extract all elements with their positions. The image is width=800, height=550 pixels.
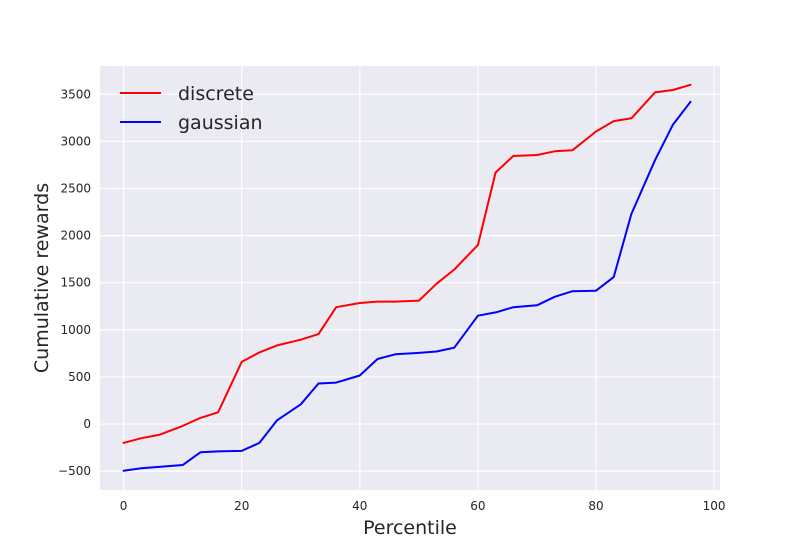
- x-axis-label: Percentile: [363, 517, 457, 539]
- y-tick-label: 0: [83, 417, 91, 431]
- y-tick-label: 2500: [60, 181, 91, 195]
- x-tick-label: 80: [588, 499, 603, 513]
- y-tick-labels: −500 0 500 1000 1500 2000 2500 3000 3500: [58, 87, 91, 478]
- y-tick-label: 1000: [60, 323, 91, 337]
- y-tick-label: 2000: [60, 229, 91, 243]
- x-tick-label: 20: [234, 499, 249, 513]
- x-tick-label: 0: [120, 499, 128, 513]
- series-line-gaussian: [122, 100, 692, 472]
- x-tick-label: 40: [352, 499, 367, 513]
- y-tick-label: 3000: [60, 134, 91, 148]
- series-line-discrete: [122, 83, 692, 444]
- series-layer: [122, 83, 692, 472]
- plot-background: [100, 66, 720, 490]
- legend-label-gaussian: gaussian: [178, 112, 263, 134]
- y-tick-label: 3500: [60, 87, 91, 101]
- grid-lines: [100, 66, 720, 490]
- y-tick-label: −500: [58, 464, 91, 478]
- legend-label-discrete: discrete: [178, 83, 254, 105]
- x-tick-labels: 0 20 40 60 80 100: [120, 499, 726, 513]
- y-tick-label: 1500: [60, 276, 91, 290]
- x-tick-label: 100: [703, 499, 726, 513]
- legend: discrete gaussian: [120, 83, 263, 134]
- y-tick-label: 500: [68, 370, 91, 384]
- x-tick-label: 60: [470, 499, 485, 513]
- y-axis-label: Cumulative rewards: [31, 183, 53, 373]
